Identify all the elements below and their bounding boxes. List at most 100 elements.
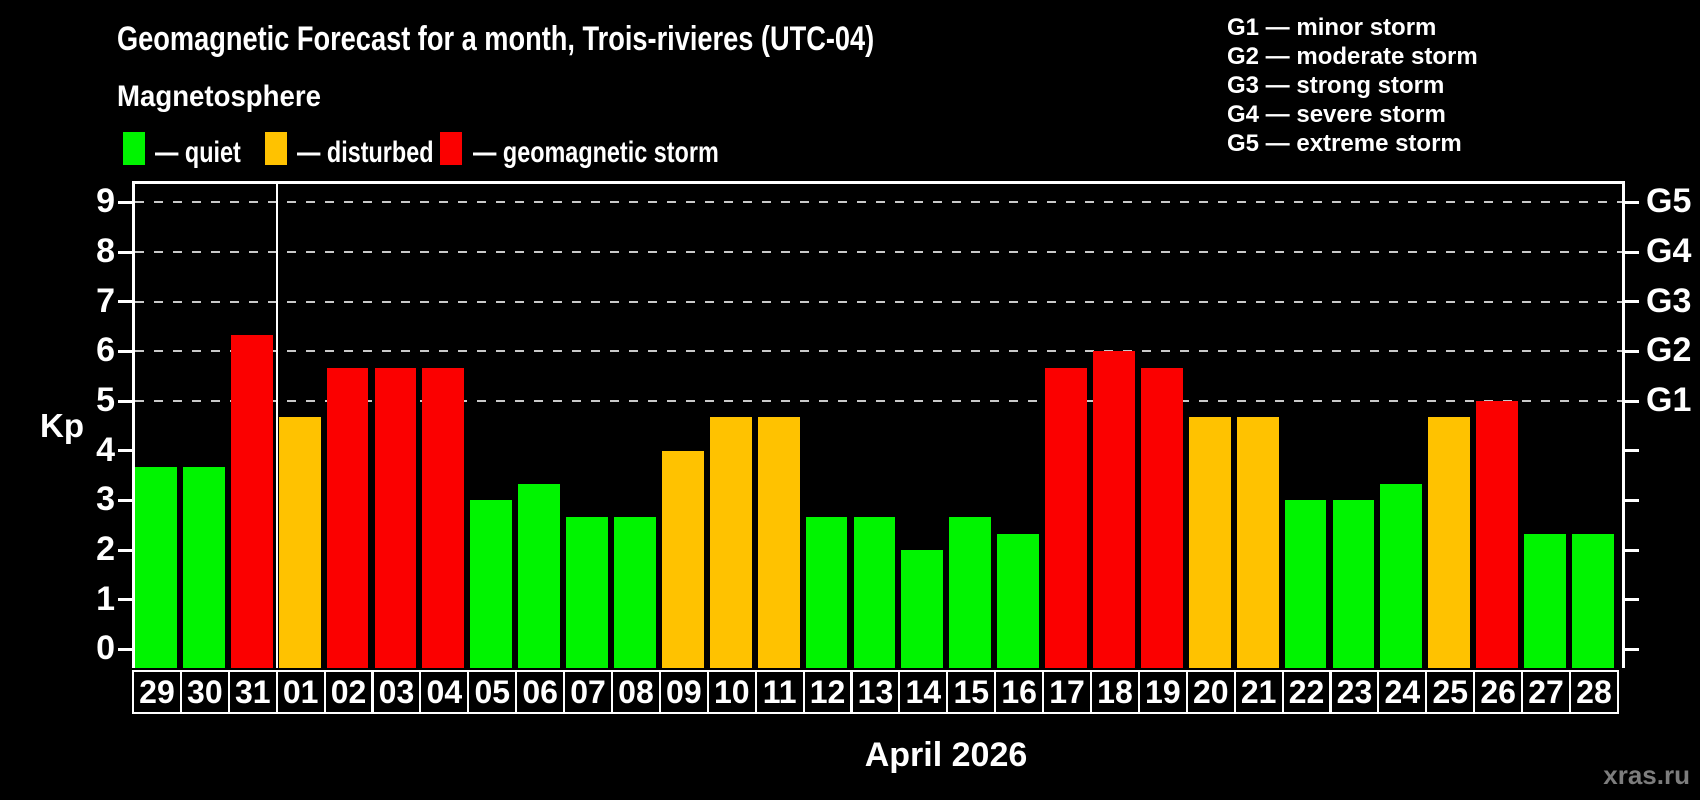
day-cell-17: 17 — [1042, 670, 1092, 714]
day-cell-21: 21 — [1233, 670, 1284, 714]
gridline-kp9 — [135, 201, 1622, 204]
kp-bar-day-09 — [661, 450, 704, 668]
y-tick-4 — [118, 449, 132, 453]
gridline-kp5 — [135, 400, 1622, 403]
g-scale-line-g4: G4 — severe storm — [1227, 101, 1446, 128]
g-tick-8 — [1625, 250, 1639, 254]
kp-bar-day-25 — [1428, 417, 1471, 668]
day-cell-12: 12 — [802, 670, 853, 714]
day-cell-27: 27 — [1521, 670, 1571, 714]
kp-bar-day-02 — [326, 367, 369, 668]
kp-bar-day-19 — [1140, 367, 1183, 668]
legend-title: Magnetosphere — [117, 80, 321, 113]
kp-bar-day-15 — [949, 516, 992, 668]
g-axis-label-g5: G5 — [1646, 182, 1692, 221]
kp-bar-day-31 — [230, 335, 273, 668]
kp-bar-day-16 — [997, 533, 1040, 668]
y-tick-label-9: 9 — [96, 182, 115, 221]
month-separator-line — [275, 184, 279, 668]
day-cell-06: 06 — [515, 670, 566, 714]
kp-bar-day-08 — [614, 516, 656, 668]
g-axis-label-g2: G2 — [1646, 331, 1692, 370]
day-cell-19: 19 — [1137, 670, 1188, 714]
legend-item-disturbed: — disturbed — [297, 136, 434, 169]
kp-bar-day-13 — [853, 516, 896, 668]
g-scale-legend: G1 — minor storm G2 — moderate storm G3 … — [1227, 13, 1478, 158]
g-tick-5 — [1625, 399, 1639, 403]
y-tick-9 — [118, 200, 132, 204]
y-tick-7 — [118, 300, 132, 304]
day-cell-07: 07 — [563, 670, 613, 714]
g-scale-line-g2: G2 — moderate storm — [1227, 43, 1478, 70]
page-title: Geomagnetic Forecast for a month, Trois-… — [117, 20, 875, 58]
g-scale-line-g1: G1 — minor storm — [1227, 14, 1437, 41]
g-tick-9 — [1625, 200, 1639, 204]
day-cell-26: 26 — [1473, 670, 1524, 714]
gridline-kp7 — [135, 300, 1622, 303]
kp-bar-day-20 — [1188, 417, 1231, 668]
kp-bar-day-05 — [470, 500, 513, 668]
kp-bar-day-11 — [757, 417, 800, 668]
legend-item-storm: — geomagnetic storm — [473, 136, 719, 169]
day-cell-16: 16 — [994, 670, 1045, 714]
g-axis-label-g3: G3 — [1646, 281, 1692, 320]
month-label: April 2026 — [864, 736, 1028, 774]
day-cell-13: 13 — [850, 670, 901, 714]
kp-bar-day-30 — [182, 467, 225, 668]
kp-bar-day-12 — [805, 516, 848, 668]
gridline-kp6 — [135, 350, 1622, 353]
y-tick-8 — [118, 250, 132, 254]
y-tick-label-1: 1 — [96, 579, 115, 618]
kp-bar-day-01 — [278, 417, 321, 668]
quiet-swatch-icon — [123, 132, 145, 165]
day-cell-31: 31 — [227, 670, 278, 714]
g-tick-4 — [1625, 449, 1639, 453]
kp-bar-day-24 — [1380, 483, 1423, 668]
y-tick-0 — [118, 647, 132, 651]
y-axis-title: Kp — [40, 407, 84, 444]
kp-bar-day-21 — [1236, 417, 1279, 668]
g-tick-7 — [1625, 300, 1639, 304]
day-cell-10: 10 — [706, 670, 757, 714]
kp-bar-day-03 — [374, 367, 417, 668]
plot-border-left — [132, 181, 135, 668]
watermark: xras.ru — [1603, 760, 1690, 790]
g-scale-line-g3: G3 — strong storm — [1227, 72, 1445, 99]
day-cell-02: 02 — [323, 670, 374, 714]
kp-bar-day-07 — [566, 516, 608, 668]
plot-border-top — [132, 181, 1625, 184]
kp-bar-day-26 — [1476, 401, 1519, 668]
kp-bar-day-04 — [422, 367, 465, 668]
kp-bar-day-29 — [135, 467, 177, 668]
day-cell-20: 20 — [1185, 670, 1236, 714]
y-tick-label-4: 4 — [96, 430, 115, 469]
kp-bar-day-10 — [709, 417, 752, 668]
day-cell-05: 05 — [467, 670, 518, 714]
day-cell-04: 04 — [419, 670, 470, 714]
y-tick-6 — [118, 349, 132, 353]
kp-bar-day-28 — [1572, 533, 1614, 668]
y-tick-label-0: 0 — [96, 629, 115, 668]
day-cell-30: 30 — [179, 670, 230, 714]
day-cell-28: 28 — [1569, 670, 1619, 714]
gridline-kp8 — [135, 251, 1622, 254]
g-axis-label-g4: G4 — [1646, 232, 1692, 271]
day-cell-11: 11 — [754, 670, 805, 714]
g-axis-label-g1: G1 — [1646, 381, 1692, 420]
y-tick-label-5: 5 — [96, 381, 115, 420]
g-tick-0 — [1625, 647, 1639, 651]
day-cell-29: 29 — [132, 670, 182, 714]
y-tick-1 — [118, 598, 132, 602]
kp-bar-day-14 — [901, 550, 944, 668]
day-cell-01: 01 — [275, 670, 326, 714]
y-tick-3 — [118, 498, 132, 502]
g-tick-2 — [1625, 548, 1639, 552]
day-cell-15: 15 — [946, 670, 997, 714]
y-tick-label-6: 6 — [96, 331, 115, 370]
y-tick-5 — [118, 399, 132, 403]
y-tick-2 — [118, 548, 132, 552]
y-tick-label-7: 7 — [96, 281, 115, 320]
kp-bar-day-17 — [1045, 367, 1087, 668]
g-tick-1 — [1625, 598, 1639, 602]
